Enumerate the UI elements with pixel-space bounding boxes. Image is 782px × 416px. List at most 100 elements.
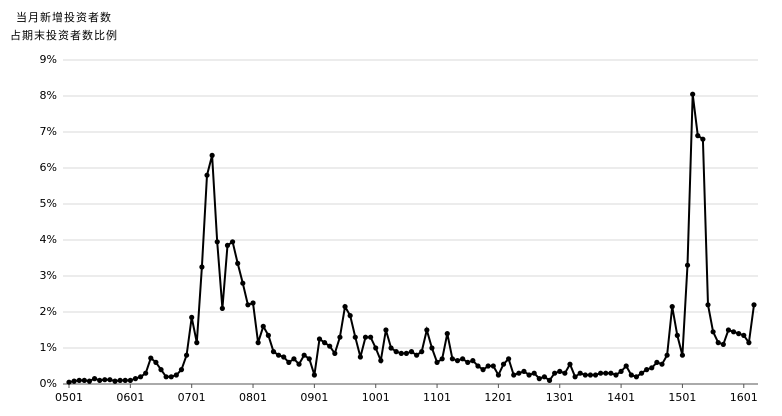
data-point bbox=[189, 314, 195, 320]
data-point bbox=[470, 358, 476, 364]
data-point bbox=[485, 363, 491, 369]
y-tick-label: 4% bbox=[40, 233, 57, 246]
data-point bbox=[419, 349, 425, 355]
data-point bbox=[690, 91, 696, 97]
data-point bbox=[495, 372, 502, 378]
data-point bbox=[321, 340, 328, 346]
data-point bbox=[567, 361, 573, 367]
data-point bbox=[362, 334, 369, 340]
data-point bbox=[357, 354, 363, 360]
data-point bbox=[541, 374, 548, 380]
data-point bbox=[449, 356, 455, 362]
data-point bbox=[444, 331, 450, 337]
y-tick-label: 2% bbox=[40, 305, 57, 318]
data-point bbox=[301, 352, 307, 358]
data-point bbox=[281, 354, 287, 360]
data-point bbox=[143, 370, 149, 376]
data-point bbox=[730, 329, 737, 335]
data-point bbox=[557, 368, 563, 374]
data-point bbox=[194, 340, 200, 346]
data-point bbox=[684, 262, 691, 268]
data-point bbox=[608, 370, 614, 376]
data-point bbox=[746, 340, 752, 346]
y-tick-label: 1% bbox=[40, 341, 57, 354]
data-point bbox=[659, 361, 665, 367]
data-point bbox=[465, 359, 471, 365]
data-point bbox=[332, 350, 338, 356]
data-point bbox=[664, 352, 670, 358]
data-point bbox=[316, 336, 323, 342]
data-point bbox=[500, 361, 507, 367]
data-point bbox=[127, 377, 133, 383]
y-tick-label: 5% bbox=[40, 197, 57, 210]
data-point bbox=[434, 359, 440, 365]
x-tick-label: 0801 bbox=[239, 391, 267, 404]
data-point bbox=[587, 372, 594, 378]
data-point bbox=[454, 358, 461, 364]
data-point bbox=[403, 350, 409, 356]
data-point bbox=[229, 239, 236, 245]
data-point bbox=[623, 363, 629, 369]
data-point bbox=[720, 341, 726, 347]
data-point bbox=[148, 355, 154, 361]
data-point bbox=[240, 280, 246, 286]
y-tick-label: 6% bbox=[40, 161, 57, 174]
data-point bbox=[531, 370, 537, 376]
data-point bbox=[710, 329, 716, 335]
data-point bbox=[700, 136, 706, 142]
y-tick-label: 8% bbox=[40, 89, 57, 102]
x-tick-label: 0901 bbox=[300, 391, 328, 404]
data-point bbox=[516, 370, 522, 376]
data-point bbox=[408, 349, 415, 355]
data-point bbox=[178, 367, 185, 373]
data-point bbox=[163, 374, 169, 380]
data-point bbox=[235, 260, 241, 266]
data-point bbox=[460, 356, 466, 362]
x-tick-label: 1401 bbox=[607, 391, 635, 404]
x-tick-label: 1601 bbox=[730, 391, 758, 404]
data-point bbox=[275, 352, 282, 358]
data-point bbox=[618, 368, 624, 374]
data-point bbox=[204, 172, 210, 178]
data-point bbox=[552, 370, 558, 376]
data-point bbox=[199, 264, 205, 270]
data-point bbox=[173, 372, 179, 378]
data-point bbox=[209, 152, 215, 158]
data-point bbox=[224, 242, 231, 248]
data-point bbox=[649, 365, 655, 371]
data-point bbox=[644, 367, 650, 373]
data-point bbox=[102, 377, 108, 383]
data-point bbox=[705, 302, 711, 308]
data-point bbox=[414, 352, 420, 358]
data-point bbox=[112, 378, 118, 384]
x-tick-label: 0601 bbox=[116, 391, 144, 404]
data-point bbox=[378, 358, 384, 364]
data-point bbox=[86, 378, 93, 384]
data-point bbox=[117, 377, 123, 383]
data-point bbox=[429, 345, 435, 351]
y-tick-label: 3% bbox=[40, 269, 57, 282]
data-point bbox=[265, 332, 271, 338]
x-tick-label: 1201 bbox=[484, 391, 512, 404]
data-point bbox=[373, 345, 379, 351]
data-point bbox=[122, 377, 128, 383]
data-point bbox=[393, 349, 399, 355]
data-point bbox=[669, 304, 675, 310]
data-point bbox=[352, 334, 358, 340]
data-point bbox=[255, 340, 261, 346]
data-point bbox=[577, 370, 583, 376]
data-point bbox=[296, 361, 302, 367]
x-tick-label: 0501 bbox=[55, 391, 83, 404]
data-point bbox=[490, 363, 496, 369]
x-tick-label: 1001 bbox=[362, 391, 390, 404]
data-point bbox=[638, 370, 645, 376]
data-point bbox=[219, 305, 225, 311]
data-point bbox=[368, 334, 374, 340]
data-point bbox=[327, 343, 333, 349]
data-point bbox=[158, 367, 164, 373]
chart-subtitle: 占期末投资者数比例 bbox=[10, 28, 118, 42]
data-point bbox=[342, 304, 348, 310]
data-line bbox=[68, 94, 755, 384]
data-point bbox=[183, 352, 190, 358]
data-point bbox=[751, 302, 757, 308]
